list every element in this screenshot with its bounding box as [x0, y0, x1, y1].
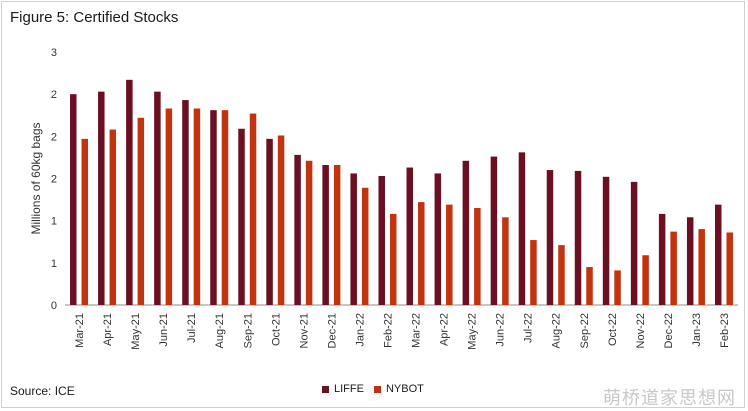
y-tick-label: 3 — [51, 47, 57, 59]
bar-liffe — [630, 181, 638, 305]
y-tick-label: 2 — [51, 174, 57, 186]
bar-liffe — [294, 154, 301, 305]
bar-nybot — [670, 231, 677, 305]
x-tick-label: Jun-22 — [495, 313, 507, 347]
bar-nybot — [165, 108, 173, 306]
bar-liffe — [126, 79, 133, 305]
x-tick-label: Aug-21 — [214, 313, 226, 348]
y-tick-label: 0 — [51, 300, 57, 312]
x-tick-label: Nov-21 — [298, 313, 310, 348]
bar-liffe — [434, 173, 442, 305]
bar-nybot — [277, 135, 285, 305]
legend-label-nybot: NYBOT — [385, 383, 424, 395]
x-tick-label: Jun-21 — [158, 313, 170, 347]
y-tick-label: 2 — [51, 131, 57, 143]
chart-title: Figure 5: Certified Stocks — [10, 9, 179, 26]
bar-nybot — [109, 129, 117, 305]
bar-liffe — [182, 100, 189, 305]
bar-liffe — [406, 167, 414, 305]
x-tick-label: Jul-22 — [523, 313, 535, 343]
bar-liffe — [98, 91, 105, 306]
x-tick-label: Oct-21 — [270, 313, 282, 346]
x-tick-label: Sep-21 — [242, 313, 254, 348]
bar-liffe — [714, 204, 722, 305]
legend-item-liffe: LIFFE — [322, 383, 364, 395]
bar-liffe — [266, 138, 273, 305]
bar-liffe — [154, 91, 161, 306]
bar-nybot — [698, 229, 705, 305]
bar-liffe — [322, 165, 329, 305]
x-tick-label: Oct-22 — [607, 313, 619, 346]
bar-nybot — [221, 110, 229, 305]
bar-nybot — [389, 213, 397, 305]
x-tick-label: May-22 — [467, 313, 479, 350]
x-tick-label: Aug-22 — [551, 313, 563, 348]
x-tick-label: Feb-22 — [382, 313, 394, 348]
bar-nybot — [418, 202, 425, 305]
x-tick-label: Feb-23 — [719, 313, 731, 348]
bar-liffe — [378, 175, 385, 305]
bar-nybot — [558, 245, 565, 305]
y-tick-label: 1 — [51, 258, 57, 270]
x-tick-label: Dec-22 — [663, 313, 675, 348]
bar-nybot — [361, 187, 369, 305]
bar-nybot — [502, 217, 509, 305]
bar-nybot — [446, 204, 453, 305]
x-tick-label: Mar-21 — [74, 313, 86, 348]
bar-nybot — [249, 113, 257, 306]
bar-nybot — [193, 108, 201, 306]
legend-swatch-nybot — [373, 385, 381, 393]
x-tick-label: Sep-22 — [579, 313, 591, 348]
legend: LIFFE NYBOT — [322, 383, 434, 395]
bar-liffe — [686, 217, 694, 305]
bar-liffe — [546, 170, 554, 305]
legend-item-nybot: NYBOT — [373, 383, 424, 395]
bar-nybot — [614, 270, 621, 305]
x-tick-label: Dec-21 — [326, 313, 338, 348]
bar-liffe — [462, 160, 470, 305]
x-tick-label: Jul-21 — [186, 313, 198, 343]
x-tick-label: Jan-22 — [354, 313, 366, 347]
bar-nybot — [474, 208, 481, 305]
x-tick-label: May-21 — [130, 313, 142, 350]
bar-liffe — [70, 94, 77, 306]
bar-liffe — [602, 176, 610, 305]
bar-nybot — [726, 232, 733, 305]
bar-liffe — [350, 173, 357, 305]
x-tick-label: Apr-21 — [102, 313, 114, 346]
watermark: 萌桥道家思想网 — [603, 388, 736, 408]
x-tick-label: Nov-22 — [635, 313, 647, 348]
bar-nybot — [137, 117, 145, 305]
bar-liffe — [574, 170, 582, 305]
legend-label-liffe: LIFFE — [334, 383, 364, 395]
bar-liffe — [658, 213, 666, 305]
bar-nybot — [81, 138, 89, 305]
bar-liffe — [238, 128, 245, 305]
x-tick-label: Apr-22 — [439, 313, 451, 346]
bar-nybot — [642, 255, 649, 305]
x-tick-label: Jan-23 — [691, 313, 703, 347]
y-axis-title: Millions of 60kg bags — [29, 122, 43, 234]
y-tick-label: 2 — [51, 89, 57, 101]
bar-nybot — [305, 160, 313, 305]
bar-nybot — [530, 240, 537, 305]
y-tick-label: 1 — [51, 216, 57, 228]
bar-nybot — [586, 267, 593, 305]
bar-liffe — [210, 110, 217, 305]
bar-liffe — [490, 156, 498, 305]
legend-swatch-liffe — [322, 385, 329, 393]
x-tick-label: Mar-22 — [411, 313, 423, 348]
source-note: Source: ICE — [10, 384, 75, 398]
bar-nybot — [333, 165, 341, 305]
bar-liffe — [518, 152, 526, 305]
